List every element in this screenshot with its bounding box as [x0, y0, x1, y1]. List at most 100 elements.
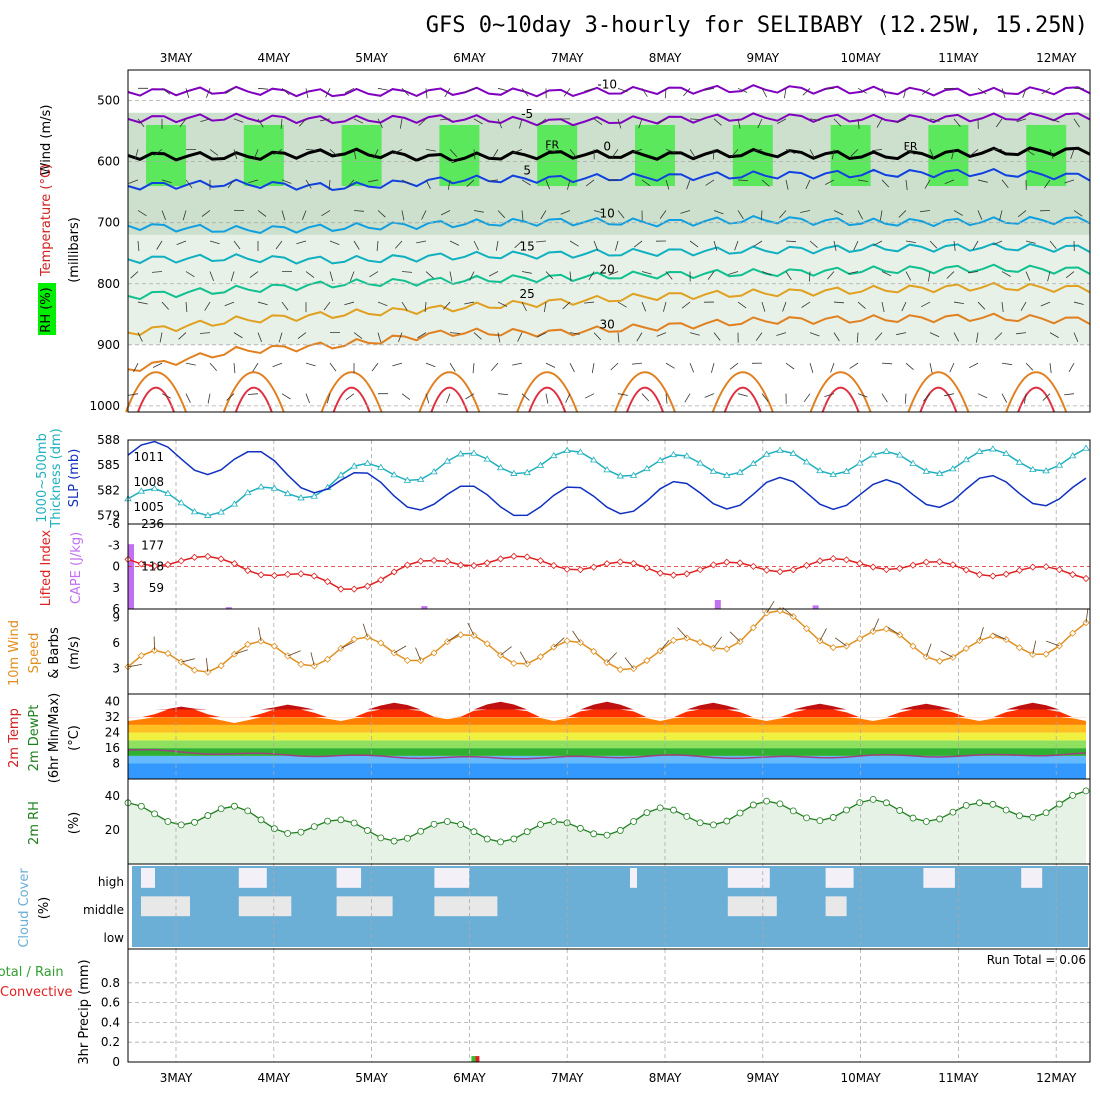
thickness-point: [523, 468, 531, 476]
wind-barb: [588, 271, 595, 281]
wind-speed-point: [696, 638, 704, 647]
wind-barb: [328, 179, 331, 190]
cape-tick: 177: [141, 538, 164, 552]
wind-barb: [497, 393, 509, 395]
thermal-arc-inner: [723, 386, 762, 413]
wind-barb: [473, 332, 482, 340]
wind-barb: [465, 393, 475, 400]
cape-bar: [128, 544, 134, 609]
lifted-index-point: [137, 560, 145, 568]
slp-labels: 1000~500mb Thickness (dm) SLP (mb): [35, 428, 82, 528]
wind-barb: [569, 271, 572, 282]
cloud-label: Cloud Cover: [17, 868, 32, 948]
wind-barb: [514, 240, 523, 249]
wind-barb-10m: [572, 630, 581, 643]
thickness-point: [283, 489, 292, 497]
wind-speed-point: [403, 656, 411, 664]
isotherm-line: [127, 112, 1091, 127]
wind-barb: [617, 332, 620, 343]
wind-barb-10m: [415, 647, 422, 661]
wind-barb: [176, 240, 187, 245]
w10-label-a: 10m Wind: [7, 620, 22, 686]
wind-barb-10m: [310, 652, 315, 666]
wind-barb: [1042, 393, 1051, 401]
wind-barb: [801, 301, 811, 308]
isotherm-label: 20: [600, 263, 615, 277]
lifted-index-point: [656, 569, 664, 577]
run-total: Run Total = 0.06: [987, 953, 1086, 967]
wind-speed-point: [297, 660, 305, 668]
lifted-index-point: [603, 560, 611, 568]
rh2m-point: [736, 809, 744, 817]
rh2m-point: [151, 810, 159, 818]
lifted-index-point: [803, 561, 811, 569]
lifted-index-point: [643, 564, 651, 572]
wind-barb-10m: [872, 618, 880, 632]
isotherm-line: [127, 146, 1091, 163]
wind-barb: [1022, 88, 1027, 98]
wind-barb: [617, 87, 628, 93]
thickness-point: [576, 448, 585, 455]
wind-barb: [305, 393, 310, 404]
wind-barb: [281, 88, 290, 96]
wind-barb: [161, 210, 166, 220]
thickness-point: [257, 483, 265, 490]
rh2-labels: 2m RH (%): [27, 801, 82, 845]
wind-barb: [641, 393, 650, 402]
wind-barb: [992, 240, 1003, 246]
wind-barb: [1068, 362, 1075, 373]
wind-barb: [1073, 301, 1084, 305]
lifted-index-point: [204, 552, 212, 560]
wind-barb: [737, 179, 749, 181]
precip-tick: 0.8: [101, 976, 120, 990]
bottom-day-label: 7MAY: [551, 1071, 584, 1085]
top-day-label: 3MAY: [160, 51, 193, 65]
wind-barb: [569, 362, 575, 373]
wind-barb: [392, 149, 403, 155]
thickness-point: [643, 464, 651, 472]
rh2m-point: [310, 823, 318, 830]
temp-band: [128, 732, 1086, 741]
wind-speed-point: [590, 647, 598, 655]
lifted-index-point: [1042, 563, 1050, 571]
top-day-label: 11MAY: [938, 51, 979, 65]
lifted-index-point: [723, 558, 731, 566]
wind-barb: [321, 210, 331, 217]
wind-barb: [761, 88, 768, 98]
wind-barb-10m: [127, 664, 142, 668]
thickness-point: [496, 463, 505, 471]
wind-barb: [830, 363, 835, 373]
wind-barb: [233, 240, 241, 250]
thickness-point: [709, 467, 718, 474]
rh2m-point: [776, 800, 784, 808]
top-day-label: 6MAY: [453, 51, 486, 65]
wind-barb: [302, 210, 307, 220]
wind-barb: [497, 332, 501, 343]
wind-barb: [421, 210, 427, 220]
thickness-point: [1068, 452, 1077, 459]
thickness-point: [962, 455, 970, 463]
wind-barb: [805, 179, 811, 190]
temp-tick: 16: [105, 741, 120, 755]
cloud-gap: [336, 896, 393, 917]
wind-barb: [325, 88, 331, 98]
wind-barb: [713, 210, 724, 215]
isotherm-line: [127, 215, 1091, 235]
wind-barb: [1049, 332, 1059, 338]
wind-barb: [424, 302, 427, 313]
upper-labels: Wind (m/s) Temperature (°C) RH (%) (mill…: [38, 105, 82, 335]
wind-barb: [137, 210, 147, 217]
wind-barb: [368, 179, 379, 183]
pressure-tick-label: 600: [97, 155, 120, 169]
wind-tick: 3: [112, 662, 120, 676]
wind-barb: [848, 271, 859, 274]
rh2m-point: [816, 817, 824, 825]
thickness-point: [723, 471, 731, 478]
lifted-index-point: [936, 558, 944, 566]
rh2m-point: [869, 796, 877, 803]
wind-barb: [444, 88, 451, 98]
thermal-arc: [614, 371, 676, 413]
wind-barb: [137, 240, 140, 252]
thickness-point: [802, 458, 811, 465]
wind-barb: [399, 118, 403, 129]
